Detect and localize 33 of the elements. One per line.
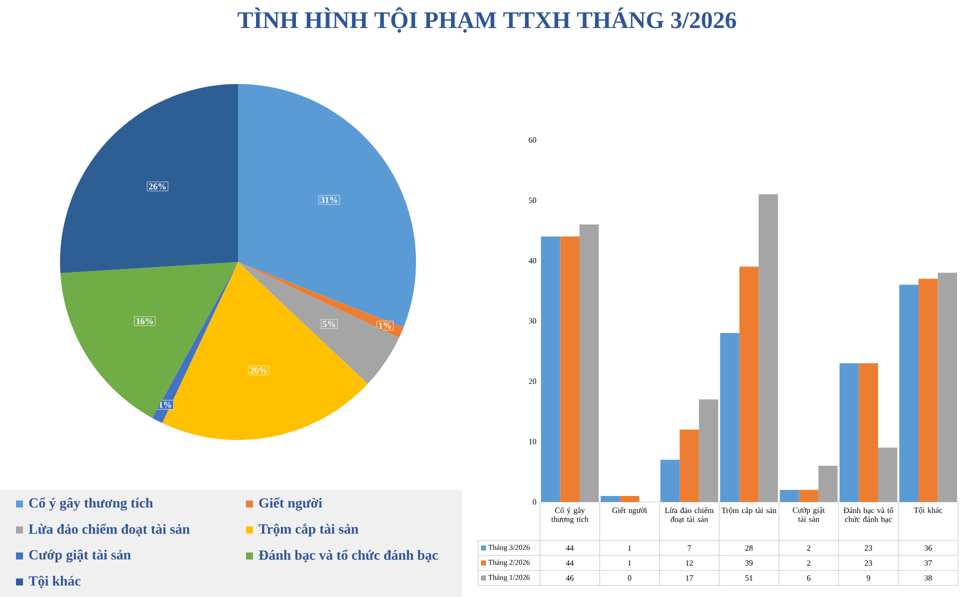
legend-label: Tội khác [28,576,80,588]
chart-title: TÌNH HÌNH TỘI PHẠM TTXH THÁNG 3/2026 [238,7,736,33]
bar [799,490,818,502]
bar [840,363,859,502]
bar [600,496,620,502]
data-label: 5% [322,320,336,328]
bar [660,460,680,502]
bar [540,236,560,502]
bar [560,236,580,502]
bar [818,466,838,502]
bar [899,284,919,502]
data-label: 1% [379,322,391,329]
data-label: 31% [320,196,338,203]
legend-label: Lừa đảo chiếm đoạt tài sản [28,524,190,536]
bar [680,430,699,502]
bar [758,194,778,502]
bar [878,448,898,502]
bar [780,490,800,502]
bar [720,333,740,502]
legend-label: Cướp giật tài sản [29,550,131,562]
legend-label: Trộm cắp tài sản [258,523,358,537]
data-label: 1% [159,402,172,408]
bar [918,278,938,502]
bar [580,224,599,502]
data-label: 26% [148,183,166,190]
bar [739,266,759,502]
bar [858,363,878,502]
legend-label: Đánh bạc và tổ chức đánh bạc [258,550,438,562]
bar [698,399,718,502]
bar [938,272,958,502]
bar [620,496,640,502]
data-label: 16% [136,318,153,324]
data-label: 20% [250,367,267,374]
